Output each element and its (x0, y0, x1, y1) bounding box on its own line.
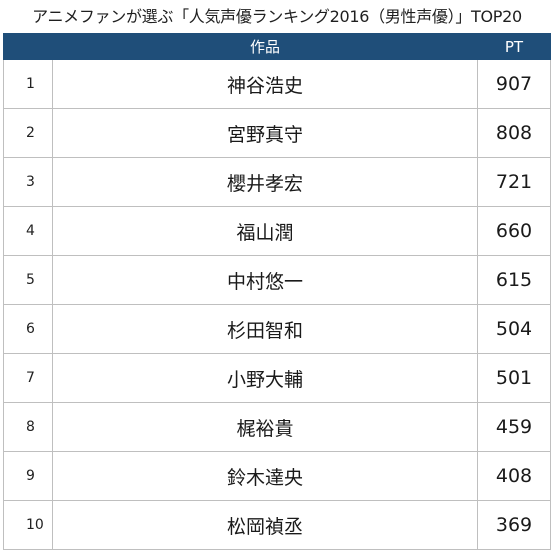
table-row: 10 松岡禎丞 369 (3, 500, 551, 550)
name-cell: 鈴木達央 (52, 451, 478, 501)
table-row: 1 神谷浩史 907 (3, 59, 551, 109)
name-cell: 櫻井孝宏 (52, 157, 478, 207)
column-header-pt: PT (477, 33, 551, 60)
page-title: アニメファンが選ぶ「人気声優ランキング2016（男性声優）」TOP20 (32, 7, 522, 26)
rank-cell: 1 (3, 59, 53, 109)
pt-cell: 660 (477, 206, 551, 256)
rank-cell: 5 (3, 255, 53, 305)
rank-cell: 9 (3, 451, 53, 501)
name-cell: 宮野真守 (52, 108, 478, 158)
table-header-row: 作品 PT (3, 33, 551, 60)
table-row: 5 中村悠一 615 (3, 255, 551, 305)
name-cell: 福山潤 (52, 206, 478, 256)
rank-cell: 2 (3, 108, 53, 158)
name-cell: 小野大輔 (52, 353, 478, 403)
name-cell: 松岡禎丞 (52, 500, 478, 550)
ranking-table: 作品 PT 1 神谷浩史 907 2 宮野真守 808 3 櫻井孝宏 721 4 (3, 33, 551, 550)
table-row: 4 福山潤 660 (3, 206, 551, 256)
pt-cell: 501 (477, 353, 551, 403)
name-cell: 杉田智和 (52, 304, 478, 354)
pt-cell: 907 (477, 59, 551, 109)
rank-cell: 3 (3, 157, 53, 207)
pt-cell: 459 (477, 402, 551, 452)
table-row: 3 櫻井孝宏 721 (3, 157, 551, 207)
table-row: 7 小野大輔 501 (3, 353, 551, 403)
pt-cell: 369 (477, 500, 551, 550)
rank-cell: 7 (3, 353, 53, 403)
pt-cell: 808 (477, 108, 551, 158)
rank-cell: 4 (3, 206, 53, 256)
rank-cell: 8 (3, 402, 53, 452)
pt-cell: 615 (477, 255, 551, 305)
column-header-rank (3, 33, 53, 60)
pt-cell: 721 (477, 157, 551, 207)
rank-cell: 6 (3, 304, 53, 354)
name-cell: 神谷浩史 (52, 59, 478, 109)
rank-cell: 10 (3, 500, 53, 550)
name-cell: 中村悠一 (52, 255, 478, 305)
table-row: 9 鈴木達央 408 (3, 451, 551, 501)
name-cell: 梶裕貴 (52, 402, 478, 452)
table-row: 6 杉田智和 504 (3, 304, 551, 354)
column-header-name: 作品 (52, 33, 478, 60)
table-row: 2 宮野真守 808 (3, 108, 551, 158)
pt-cell: 504 (477, 304, 551, 354)
table-row: 8 梶裕貴 459 (3, 402, 551, 452)
pt-cell: 408 (477, 451, 551, 501)
